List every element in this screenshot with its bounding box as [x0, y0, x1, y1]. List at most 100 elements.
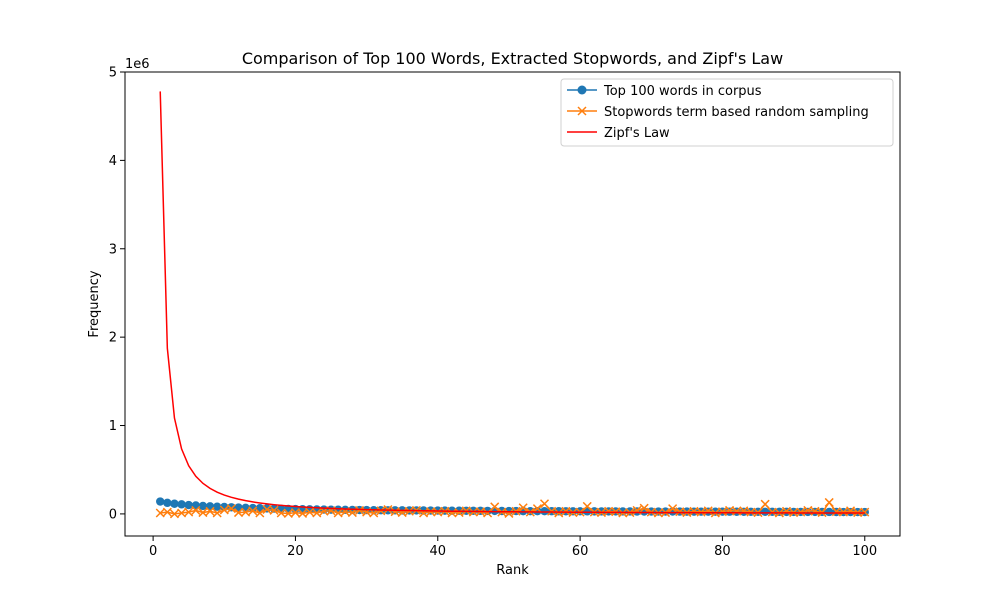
data-point-top-100 [248, 503, 257, 513]
data-point-stopwords [298, 508, 308, 518]
data-point-stopwords [233, 508, 244, 518]
data-point-stopwords [838, 507, 848, 517]
data-point-top-100 [568, 507, 578, 516]
data-point-stopwords [717, 507, 727, 517]
y-axis-ticks: 0 1 2 3 4 5 [109, 66, 125, 522]
data-point-stopwords [305, 507, 315, 517]
series-line-zipf [159, 91, 865, 514]
x-axis-ticks: 0 20 40 60 80 100 [149, 536, 877, 559]
series-zipf-law [159, 91, 865, 514]
data-point-top-100 [775, 507, 784, 517]
x-axis-label: Rank [496, 563, 529, 578]
data-point-stopwords [333, 508, 343, 518]
data-point-stopwords [554, 508, 564, 518]
x-tick-label: 100 [852, 544, 877, 559]
data-point-stopwords [824, 497, 834, 507]
data-point-stopwords [191, 505, 201, 515]
data-point-stopwords [796, 507, 806, 517]
data-point-stopwords [426, 507, 436, 517]
data-point-stopwords [290, 508, 300, 518]
data-point-top-100 [846, 507, 855, 517]
data-point-stopwords [162, 507, 172, 517]
legend-frame [560, 78, 894, 147]
data-point-stopwords [454, 508, 464, 518]
y-tick-label: 3 [109, 242, 117, 257]
y-tick-label: 1 [109, 419, 117, 434]
y-tick-label: 2 [109, 331, 117, 346]
data-point-stopwords [255, 508, 265, 518]
y-tick-label: 0 [109, 507, 117, 522]
data-point-stopwords [198, 508, 208, 518]
data-point-stopwords [582, 501, 592, 511]
data-point-stopwords [169, 509, 179, 519]
y-tick-label: 4 [109, 154, 117, 169]
data-point-top-100 [625, 507, 635, 516]
data-point-stopwords [547, 506, 557, 516]
data-point-top-100 [554, 507, 563, 516]
data-point-top-100 [184, 500, 193, 510]
x-tick-label: 20 [287, 544, 304, 559]
data-point-top-100 [198, 501, 208, 511]
data-point-stopwords [781, 506, 792, 516]
data-point-stopwords [241, 507, 251, 517]
data-point-top-100 [170, 499, 179, 508]
data-point-stopwords [184, 507, 194, 517]
data-point-top-100 [597, 507, 606, 516]
legend-marker-top-100 [577, 85, 587, 95]
data-point-stopwords [283, 508, 293, 518]
x-tick-label: 80 [714, 544, 731, 559]
legend-label-top-100: Top 100 words in corpus [603, 84, 762, 99]
y-axis-label: Frequency [87, 270, 102, 337]
data-point-top-100 [540, 507, 549, 516]
data-point-stopwords [732, 506, 742, 516]
data-point-top-100 [177, 500, 186, 509]
legend: Top 100 words in corpus Stopwords term b… [560, 78, 894, 147]
data-point-stopwords [490, 502, 500, 512]
data-point-top-100 [824, 507, 834, 517]
y-tick-label: 5 [109, 66, 117, 81]
data-point-top-100 [163, 498, 172, 508]
data-point-stopwords [226, 504, 236, 514]
x-tick-label: 0 [149, 544, 157, 559]
data-point-stopwords [561, 506, 571, 516]
data-point-top-100 [760, 507, 770, 517]
data-point-stopwords [276, 508, 286, 518]
data-point-stopwords [639, 503, 649, 513]
series-layer [155, 91, 870, 519]
data-point-stopwords [433, 507, 443, 517]
data-point-stopwords [760, 499, 770, 509]
data-point-top-100 [803, 507, 813, 517]
data-point-stopwords [518, 503, 528, 513]
data-point-stopwords [354, 505, 365, 515]
data-point-stopwords [248, 506, 258, 516]
data-point-stopwords [689, 506, 699, 516]
data-point-stopwords [212, 508, 222, 518]
x-tick-label: 40 [430, 544, 447, 559]
data-point-top-100 [725, 507, 734, 516]
legend-entry-zipf: Zipf's Law [567, 126, 670, 141]
data-point-stopwords [177, 508, 187, 518]
y-axis-offset-label: 1e6 [125, 57, 150, 72]
legend-marker-stopwords [577, 106, 587, 116]
data-point-top-100 [212, 502, 222, 511]
data-point-stopwords [675, 507, 685, 517]
plot-area [125, 72, 900, 536]
data-point-stopwords [604, 506, 614, 516]
data-point-stopwords [767, 507, 777, 517]
data-point-stopwords [390, 507, 400, 517]
data-point-stopwords [539, 499, 550, 509]
data-point-top-100 [156, 497, 165, 506]
x-tick-label: 60 [572, 544, 589, 559]
data-point-top-100 [711, 507, 720, 516]
data-point-stopwords [155, 508, 165, 518]
data-point-stopwords [447, 508, 457, 518]
data-point-stopwords [376, 506, 386, 516]
data-point-stopwords [831, 507, 841, 517]
legend-label-zipf: Zipf's Law [604, 126, 670, 141]
data-point-stopwords [860, 507, 870, 517]
legend-entry-top-100: Top 100 words in corpus [567, 84, 762, 99]
chart-title: Comparison of Top 100 Words, Extracted S… [242, 49, 783, 68]
data-point-stopwords [668, 504, 678, 514]
